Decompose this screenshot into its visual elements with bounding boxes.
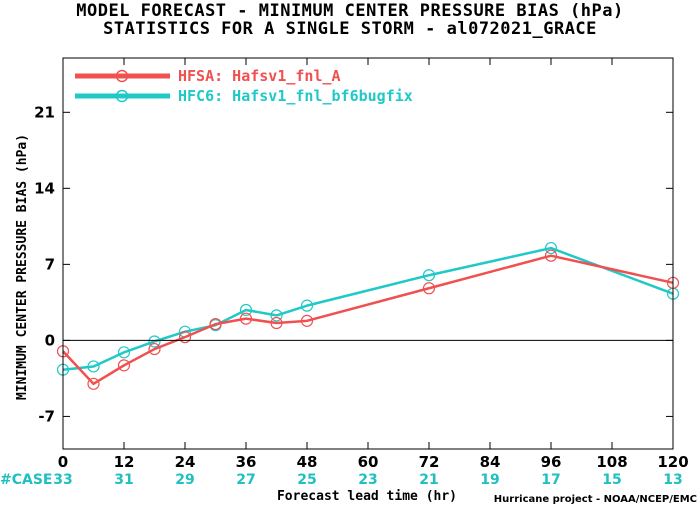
case-count: 31 [114, 472, 133, 488]
axes: 0 12 24 36 48 60 72 84 96 108 120 -7 0 7 14 21 33 31 29 27 2… [34, 57, 689, 488]
x-tick-label: 48 [297, 453, 318, 471]
y-axis-label: MINIMUM CENTER PRESSURE BIAS (hPa) [15, 134, 30, 400]
chart-subtitle: STATISTICS FOR A SINGLE STORM - al072021… [103, 19, 597, 39]
y-tick-label: 14 [34, 179, 55, 197]
x-tick-label: 96 [541, 453, 562, 471]
y-tick-label: 21 [34, 103, 55, 121]
plot-frame [62, 57, 674, 450]
plot-area [56, 241, 680, 390]
case-count: 17 [541, 472, 560, 488]
x-axis-label: Forecast lead time (hr) [277, 489, 457, 504]
chart-title: MODEL FORECAST - MINIMUM CENTER PRESSURE… [76, 1, 624, 21]
data-point [544, 241, 558, 255]
case-count: 21 [419, 472, 438, 488]
data-point [239, 312, 253, 325]
case-count-label: #CASE [0, 472, 53, 488]
x-tick-label: 0 [58, 453, 68, 471]
case-count: 13 [663, 472, 682, 488]
y-tick-label: 7 [45, 255, 55, 273]
x-tick-label: 12 [114, 453, 135, 471]
legend: HFSA: Hafsv1_fnl_A HFC6: Hafsv1_fnl_bf6bu… [75, 67, 413, 105]
data-point [87, 377, 100, 390]
data-point [178, 331, 192, 344]
data-point [270, 316, 283, 330]
data-point [300, 299, 314, 312]
series-line [62, 254, 674, 386]
case-count: 27 [236, 472, 255, 488]
data-point [544, 249, 558, 262]
data-point [239, 303, 253, 317]
data-point [422, 282, 436, 295]
x-tick-label: 72 [419, 453, 440, 471]
case-count: 19 [480, 472, 499, 488]
case-count: 25 [297, 472, 316, 488]
data-point [148, 342, 161, 356]
case-count: 33 [53, 472, 72, 488]
data-point [209, 317, 222, 331]
case-count: 23 [358, 472, 377, 488]
x-tick-label: 60 [358, 453, 379, 471]
y-tick-label: 0 [45, 331, 55, 349]
case-count: 15 [602, 472, 621, 488]
legend-marker [115, 69, 129, 83]
data-point [300, 314, 314, 327]
data-point [422, 269, 436, 282]
legend-marker [115, 89, 129, 103]
legend-entry: HFSA: Hafsv1_fnl_A [178, 67, 341, 85]
y-tick-label: -7 [38, 407, 55, 425]
x-tick-label: 120 [657, 453, 688, 471]
x-tick-label: 108 [596, 453, 627, 471]
data-point [270, 309, 283, 322]
data-point [148, 335, 161, 348]
x-tick-label: 36 [236, 453, 257, 471]
data-point [117, 359, 131, 372]
series-line [62, 246, 674, 371]
data-point [117, 346, 131, 359]
credit-text: Hurricane project - NOAA/NCEP/EMC [494, 494, 697, 505]
x-tick-label: 84 [480, 453, 501, 471]
case-count: 29 [175, 472, 194, 488]
legend-entry: HFC6: Hafsv1_fnl_bf6bugfix [178, 87, 413, 105]
x-tick-label: 24 [175, 453, 196, 471]
data-point [87, 360, 100, 373]
